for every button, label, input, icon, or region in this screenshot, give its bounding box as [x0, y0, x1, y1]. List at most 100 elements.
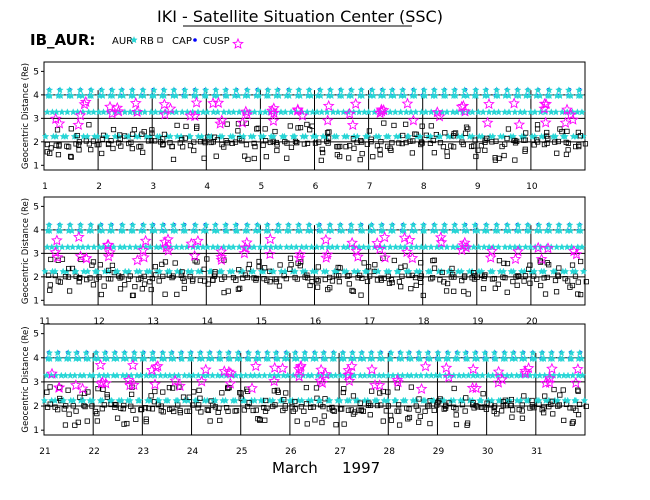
y-tick-label: 3 — [33, 114, 39, 124]
rb-point — [245, 266, 252, 272]
rb-point — [508, 402, 514, 408]
rb-point — [378, 402, 384, 408]
day-label: 17 — [364, 317, 375, 327]
rb-point — [446, 400, 452, 406]
rb-point — [416, 396, 422, 402]
rb-point — [514, 138, 520, 144]
aur-point — [276, 243, 285, 251]
aur-point — [355, 108, 363, 116]
rb-point — [422, 408, 428, 414]
rb-point — [174, 291, 180, 298]
aur-point — [407, 354, 416, 363]
aur-point — [284, 221, 293, 229]
cusp-point — [215, 253, 228, 266]
rb-point — [96, 274, 102, 280]
y-tick-label: 4 — [33, 91, 39, 101]
rb-point — [108, 276, 114, 282]
aur-point — [160, 354, 169, 363]
rb-point — [146, 405, 152, 412]
aur-point — [524, 221, 532, 229]
rb-point — [186, 408, 193, 414]
rb-point — [500, 399, 507, 405]
rb-point — [170, 273, 176, 279]
rb-point — [217, 417, 223, 424]
aur-point — [520, 354, 529, 363]
rb-point — [544, 260, 550, 266]
day-label: 26 — [285, 447, 297, 457]
aur-point — [421, 396, 429, 404]
rb-point — [129, 145, 135, 152]
cusp-point — [343, 107, 356, 119]
rb-point — [148, 393, 154, 399]
aur-point — [281, 108, 289, 116]
rb-point — [544, 274, 550, 281]
rb-point — [583, 403, 589, 409]
aur-point — [488, 396, 496, 404]
aur-point — [235, 108, 243, 116]
y-tick-label: 4 — [33, 354, 39, 364]
aur-point — [430, 221, 439, 229]
aur-point — [141, 108, 149, 116]
aur-point — [311, 349, 319, 357]
aur-point — [305, 221, 313, 229]
rb-point — [383, 408, 389, 414]
cusp-point — [276, 362, 289, 374]
aur-point — [578, 243, 586, 251]
cusp-point — [264, 233, 277, 245]
rb-point — [287, 255, 294, 261]
rb-point — [63, 403, 69, 409]
cusp-point — [561, 103, 573, 115]
rb-point — [394, 408, 400, 414]
aur-point — [385, 267, 393, 275]
aur-point — [367, 349, 376, 357]
aur-point — [577, 354, 586, 363]
aur-point — [146, 243, 154, 251]
day-label: 7 — [367, 182, 373, 192]
cusp-point — [294, 361, 307, 373]
rb-point — [339, 406, 345, 412]
y-tick-label: 1 — [33, 296, 39, 306]
rb-point — [504, 289, 510, 295]
y-tick-label: 3 — [33, 249, 39, 259]
aur-point — [363, 267, 371, 275]
panel-frame — [43, 323, 586, 436]
rb-point — [377, 146, 383, 153]
cusp-point — [485, 244, 498, 257]
rb-point — [262, 408, 269, 414]
rb-point — [64, 143, 70, 149]
rb-point — [304, 140, 311, 146]
aur-point — [460, 221, 469, 229]
aur-point — [65, 86, 74, 94]
aur-point — [255, 226, 263, 235]
y-tick-label: 5 — [33, 330, 39, 340]
rb-point — [514, 282, 520, 288]
rb-point — [283, 390, 289, 396]
aur-point — [412, 108, 420, 116]
rb-point — [61, 406, 67, 412]
rb-point — [139, 286, 145, 292]
aur-point — [389, 371, 397, 379]
rb-point — [197, 395, 203, 401]
aur-point — [520, 108, 529, 116]
cusp-point — [215, 251, 228, 263]
aur-point — [411, 226, 420, 235]
aur-point — [377, 221, 386, 229]
aur-point — [115, 132, 123, 140]
rb-point — [541, 141, 548, 148]
aur-point — [305, 86, 313, 94]
aur-point — [505, 108, 513, 116]
aur-point — [161, 226, 170, 235]
rb-point — [160, 389, 166, 395]
aur-point — [260, 371, 269, 379]
legend-label-aur: AUR — [112, 36, 133, 47]
rb-point — [207, 418, 213, 424]
aur-point — [155, 267, 164, 275]
cusp-point — [539, 116, 552, 128]
cusp-point — [540, 98, 553, 110]
aur-point — [507, 371, 516, 379]
rb-point — [385, 403, 391, 409]
rb-point — [117, 136, 123, 142]
rb-point — [186, 394, 192, 400]
rb-point — [400, 132, 406, 139]
aur-point — [51, 267, 59, 275]
